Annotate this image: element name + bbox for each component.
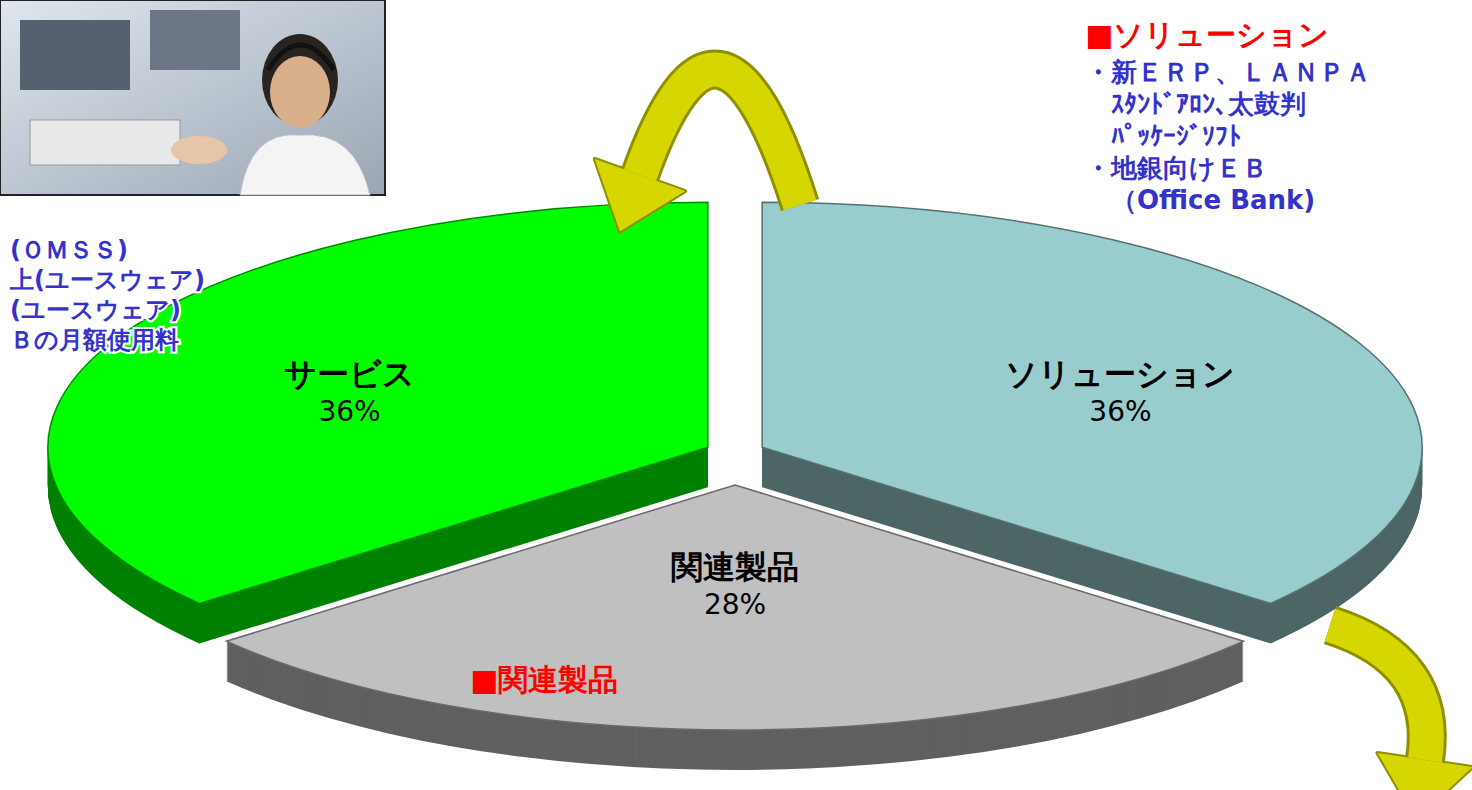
pie xyxy=(48,202,1422,770)
photo-face xyxy=(270,56,330,128)
annotation-line: 上(ユースウェア) xyxy=(9,266,205,294)
photo-keyboard xyxy=(30,120,180,165)
arrow-outline xyxy=(1330,625,1427,760)
data-label: 36% xyxy=(318,395,380,428)
annotation-line: （Office Bank) xyxy=(1111,185,1315,215)
photo-shirt xyxy=(240,135,370,195)
data-label: 28% xyxy=(704,588,766,621)
photo xyxy=(0,0,385,195)
arrow-head xyxy=(1378,753,1472,790)
slice xyxy=(226,485,1243,730)
photo-monitor xyxy=(20,20,130,90)
photo-headset xyxy=(268,45,334,70)
category-label: ソリューション xyxy=(1005,355,1235,393)
annotation-line: ・地銀向けＥＢ xyxy=(1085,153,1268,183)
slice-side-layer xyxy=(226,486,1243,731)
photo-hand xyxy=(171,136,227,164)
category-label: サービス xyxy=(284,355,415,393)
slice-side xyxy=(226,486,1243,770)
arrow-body xyxy=(1330,625,1427,760)
annotation-line: (ユースウェア) xyxy=(10,296,181,324)
data-labels: ソリューション36%関連製品28%サービス36% xyxy=(284,355,1235,621)
photo-monitor xyxy=(150,10,240,70)
annotation-heading: ■ソリューション xyxy=(1085,17,1329,52)
annotation-line: ｽﾀﾝﾄﾞｱﾛﾝ、太鼓判 xyxy=(1111,89,1306,119)
annotation-line: ﾊﾟｯｹｰｼﾞｿﾌﾄ xyxy=(1111,121,1241,151)
chart: ソリューション36%関連製品28%サービス36%(ＯＭＳＳ)上(ユースウェア)(… xyxy=(0,0,1472,790)
annotations: (ＯＭＳＳ)上(ユースウェア)(ユースウェア)Ｂの月額使用料 ■ソリューション・新… xyxy=(9,17,1371,697)
annotation-heading: ■関連製品 xyxy=(470,662,618,697)
annotation-line: (ＯＭＳＳ) xyxy=(10,236,128,264)
annotation-line: Ｂの月額使用料 xyxy=(10,326,179,354)
category-label: 関連製品 xyxy=(671,548,799,586)
annotation-line: ・新ＥＲＰ、ＬＡＮＰＡ xyxy=(1085,57,1371,87)
arrows xyxy=(595,70,1472,790)
photo-frame xyxy=(0,0,385,195)
arrow-head xyxy=(595,159,685,232)
data-label: 36% xyxy=(1089,395,1151,428)
